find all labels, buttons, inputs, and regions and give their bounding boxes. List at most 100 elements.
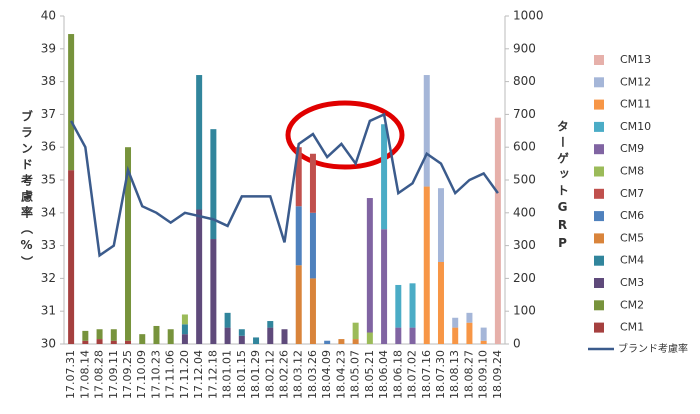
- bar: [210, 239, 217, 344]
- x-tick-label: 18.09.24: [491, 350, 504, 399]
- bar: [381, 124, 388, 230]
- bar: [452, 327, 459, 344]
- bar: [267, 321, 274, 328]
- legend-label: CM9: [620, 142, 644, 155]
- legend-label: CM6: [620, 209, 644, 222]
- y2-tick-label: 1000: [513, 9, 544, 23]
- y-tick-label: 39: [41, 41, 56, 55]
- bar: [68, 34, 75, 171]
- bar: [352, 322, 359, 340]
- y2-tick-label: 200: [513, 271, 536, 285]
- x-tick-label: 18.02.12: [263, 350, 276, 399]
- bar: [267, 327, 274, 344]
- x-tick-label: 17.09.11: [107, 350, 120, 399]
- legend-swatch: [594, 144, 604, 155]
- legend-swatch: [594, 233, 604, 244]
- bar: [480, 327, 487, 341]
- bar: [224, 327, 231, 344]
- bar: [309, 278, 316, 344]
- bar: [125, 147, 132, 341]
- x-tick-label: 17.07.31: [64, 350, 77, 399]
- highlight-circle: [285, 100, 405, 170]
- bar: [437, 262, 444, 344]
- x-tick-label: 18.01.01: [221, 350, 234, 399]
- x-tick-label: 18.05.21: [363, 350, 376, 399]
- bar: [210, 129, 217, 240]
- legend-swatch: [594, 211, 604, 222]
- y-tick-label: 38: [41, 74, 56, 88]
- x-tick-label: 18.01.15: [235, 350, 248, 399]
- x-tick-label: 18.02.26: [278, 350, 291, 399]
- legend-label: CM4: [620, 254, 644, 267]
- x-tick-label: 18.08.27: [462, 350, 475, 399]
- bar: [139, 334, 146, 344]
- legend-swatch: [594, 121, 604, 132]
- legend-label: CM5: [620, 231, 644, 244]
- x-tick-label: 18.07.30: [434, 350, 447, 399]
- bar: [167, 329, 174, 344]
- legend-swatch: [594, 55, 604, 65]
- legend-swatch: [594, 300, 604, 311]
- x-tick-label: 18.03.12: [292, 350, 305, 399]
- x-tick-label: 17.08.28: [93, 350, 106, 399]
- bar: [324, 340, 331, 344]
- x-tick-label: 18.06.18: [391, 350, 404, 399]
- legend-label: CM11: [620, 98, 651, 111]
- x-tick-label: 18.04.23: [334, 350, 347, 399]
- y-tick-label: 40: [41, 9, 56, 23]
- y2-tick-label: 400: [513, 205, 536, 219]
- legend-label: CM1: [620, 321, 644, 334]
- y2-tick-label: 300: [513, 238, 536, 252]
- legend-label: CM3: [620, 276, 644, 289]
- x-tick-label: 18.08.13: [448, 350, 461, 399]
- x-tick-label: 18.01.29: [249, 350, 262, 399]
- bar: [466, 322, 473, 344]
- y-tick-label: 30: [41, 337, 56, 351]
- legend-label: CM8: [620, 165, 644, 178]
- legend-swatch: [594, 188, 604, 199]
- bar: [480, 340, 487, 344]
- y2-tick-label: 100: [513, 304, 536, 318]
- bar: [82, 330, 89, 341]
- legend-label: CM12: [620, 75, 651, 88]
- line: [70, 112, 499, 258]
- bar: [395, 284, 402, 328]
- bar: [352, 339, 359, 344]
- x-tick-label: 18.03.26: [306, 350, 319, 399]
- bar: [196, 209, 203, 344]
- bar: [381, 229, 388, 344]
- x-tick-label: 18.09.10: [477, 350, 490, 399]
- bar: [181, 334, 188, 344]
- y2-tick-label: 600: [513, 140, 536, 154]
- bar: [309, 212, 316, 279]
- bar: [68, 170, 75, 344]
- bar: [366, 198, 373, 333]
- legend-label: ブランド考慮率: [618, 342, 688, 355]
- bar: [423, 75, 430, 187]
- bar: [366, 332, 373, 344]
- legend-swatch: [594, 255, 604, 266]
- bar: [96, 339, 103, 344]
- y2-tick-label: 700: [513, 107, 536, 121]
- bar: [181, 324, 188, 335]
- y-tick-label: 32: [41, 271, 56, 285]
- bar: [437, 188, 444, 262]
- bar: [452, 317, 459, 328]
- bar: [395, 327, 402, 344]
- legend-swatch: [594, 77, 604, 88]
- x-tick-label: 18.05.07: [349, 350, 362, 399]
- y-tick-label: 31: [41, 304, 56, 318]
- bar: [409, 327, 416, 344]
- x-tick-label: 17.11.06: [164, 350, 177, 399]
- y2-tick-label: 0: [513, 337, 521, 351]
- legend-swatch: [594, 99, 604, 110]
- bar: [238, 329, 245, 336]
- bar: [338, 339, 345, 344]
- legend-swatch: [594, 322, 604, 333]
- y-tick-label: 36: [41, 140, 56, 154]
- x-tick-label: 18.06.04: [377, 350, 390, 399]
- bar: [295, 265, 302, 344]
- y-axis-label: ブランド考慮率（%）: [20, 109, 34, 272]
- x-tick-label: 17.11.20: [178, 350, 191, 399]
